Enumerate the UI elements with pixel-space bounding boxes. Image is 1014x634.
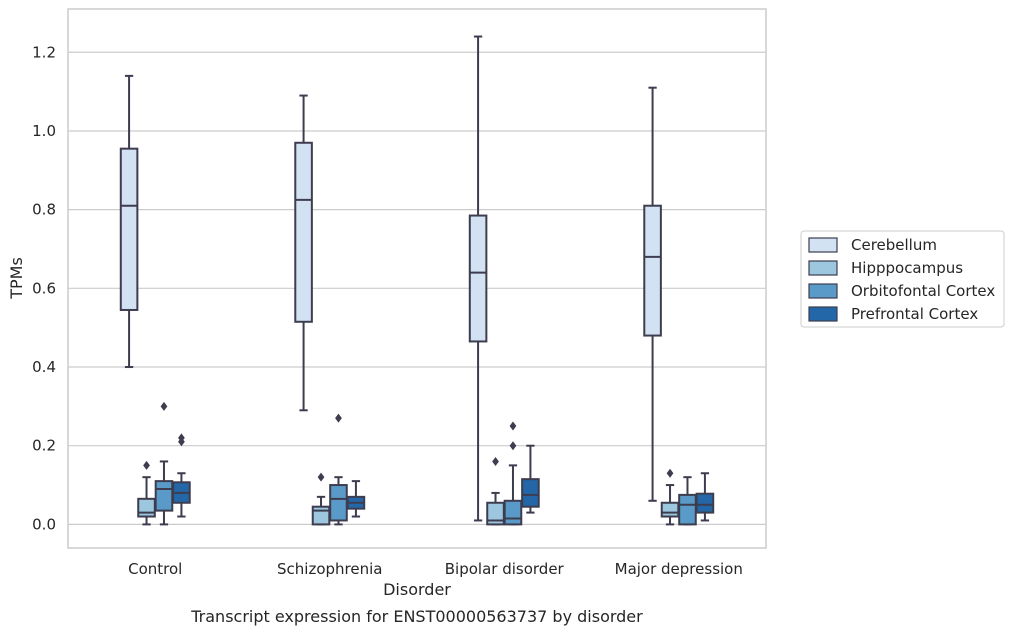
box-body bbox=[119, 147, 139, 311]
box-orbitofontal-cortex bbox=[678, 476, 697, 526]
box-prefrontal-cortex bbox=[521, 444, 540, 514]
box-body bbox=[311, 505, 331, 526]
outlier-point bbox=[160, 401, 168, 411]
box-cerebellum bbox=[643, 86, 662, 502]
box-prefrontal-cortex bbox=[346, 480, 366, 518]
y-tick-label: 1.2 bbox=[32, 43, 56, 61]
box-body bbox=[695, 492, 715, 514]
box-body bbox=[643, 204, 662, 337]
y-tick-labels: 0.0 0.2 0.4 0.6 0.8 1.0 1.2 bbox=[32, 43, 56, 533]
gridlines bbox=[68, 51, 766, 525]
x-axis-label: Disorder bbox=[383, 580, 451, 599]
box-cerebellum bbox=[468, 35, 488, 522]
y-tick-label: 0.6 bbox=[32, 279, 56, 297]
outlier-point bbox=[509, 421, 517, 431]
y-axis-label: TPMs bbox=[7, 257, 26, 300]
outlier-point bbox=[335, 413, 342, 423]
x-tick-label: Major depression bbox=[615, 560, 743, 578]
outlier-point bbox=[666, 468, 674, 478]
box-body bbox=[678, 493, 697, 526]
outlier-point bbox=[317, 472, 325, 482]
legend-swatch bbox=[808, 237, 838, 253]
x-tick-labels: Control Schizophrenia Bipolar disorder Majo… bbox=[128, 560, 743, 578]
box-body bbox=[468, 214, 488, 343]
box-body bbox=[503, 499, 523, 526]
box-hipppocampus bbox=[486, 456, 505, 526]
boxes bbox=[119, 35, 715, 526]
box-body bbox=[660, 501, 680, 518]
legend-swatch bbox=[808, 283, 838, 299]
legend: Cerebellum Hipppocampus Orbitofontal Corte… bbox=[800, 230, 1005, 328]
box-prefrontal-cortex bbox=[695, 472, 715, 522]
x-tick-label: Control bbox=[128, 560, 182, 578]
box-hipppocampus bbox=[660, 468, 680, 526]
box-orbitofontal-cortex bbox=[503, 421, 523, 526]
y-tick-label: 0.4 bbox=[32, 358, 56, 376]
box-body bbox=[294, 141, 313, 323]
box-body bbox=[137, 497, 156, 518]
legend-label: Prefrontal Cortex bbox=[851, 305, 978, 323]
legend-label: Hipppocampus bbox=[851, 259, 963, 277]
box-cerebellum bbox=[294, 94, 313, 412]
legend-swatch bbox=[808, 306, 838, 322]
box-orbitofontal-cortex bbox=[154, 401, 174, 526]
x-tick-label: Schizophrenia bbox=[277, 560, 382, 578]
legend-label: Cerebellum bbox=[851, 236, 937, 254]
box-body bbox=[154, 480, 174, 512]
legend-label: Orbitofontal Cortex bbox=[851, 282, 995, 300]
y-tick-label: 0.0 bbox=[32, 515, 56, 533]
plot-frame bbox=[67, 8, 767, 549]
outlier-point bbox=[143, 460, 150, 470]
y-tick-label: 0.2 bbox=[32, 437, 56, 455]
outlier-point bbox=[509, 441, 517, 451]
outlier-point bbox=[492, 456, 499, 466]
box-cerebellum bbox=[119, 74, 139, 369]
box-orbitofontal-cortex bbox=[329, 413, 348, 526]
box-hipppocampus bbox=[137, 460, 156, 526]
x-tick-label: Bipolar disorder bbox=[445, 560, 565, 578]
box-body bbox=[329, 484, 348, 522]
box-body bbox=[521, 478, 540, 508]
box-prefrontal-cortex bbox=[172, 433, 191, 518]
chart-caption: Transcript expression for ENST0000056373… bbox=[190, 607, 643, 626]
y-tick-label: 0.8 bbox=[32, 201, 56, 219]
legend-frame bbox=[800, 230, 1005, 328]
legend-swatch bbox=[808, 260, 838, 276]
outlier-point bbox=[178, 433, 185, 443]
y-tick-label: 1.0 bbox=[32, 122, 56, 140]
box-hipppocampus bbox=[311, 472, 331, 526]
